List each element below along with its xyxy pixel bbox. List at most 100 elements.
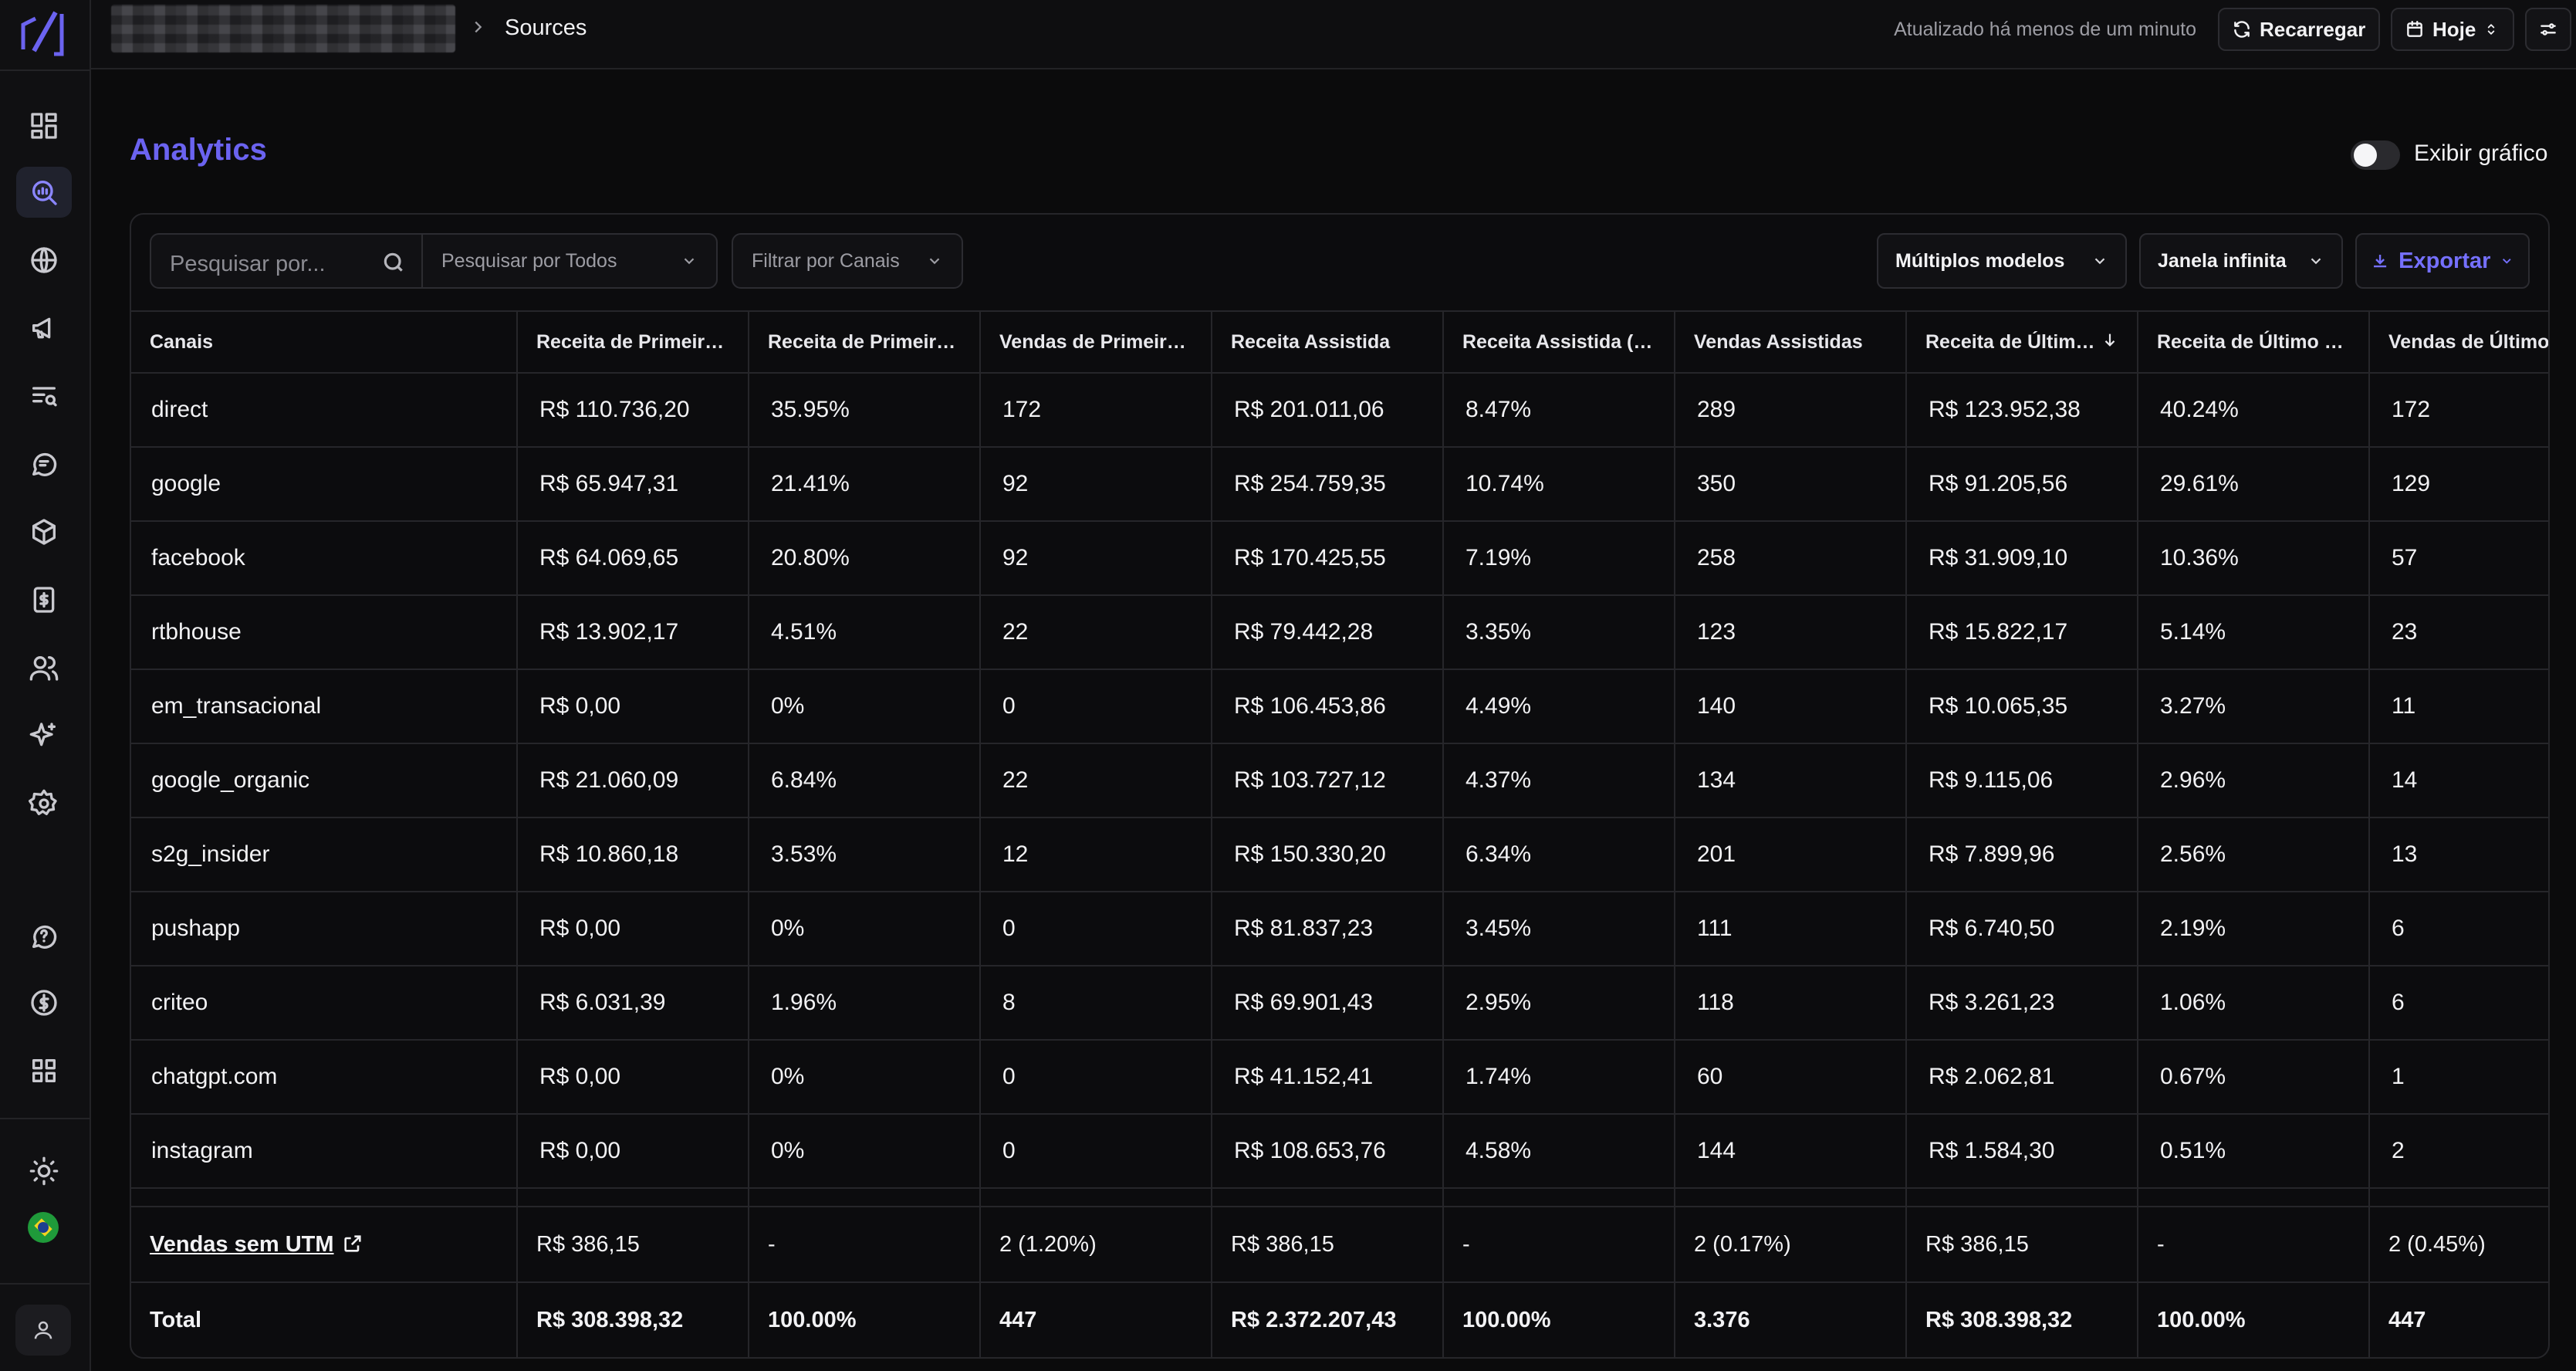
- attribution-window-select[interactable]: Janela infinita: [2139, 233, 2343, 289]
- table-cell: 0: [980, 1040, 1212, 1115]
- search-input[interactable]: Pesquisar por...: [150, 233, 423, 289]
- dollar-icon[interactable]: [16, 977, 72, 1028]
- help-icon[interactable]: [16, 911, 72, 962]
- channel-name-cell: s2g_insider: [131, 818, 518, 892]
- table-row[interactable]: instagram R$ 0,00 0% 0 R$ 108.653,76 4.58% 144…: [131, 1114, 2548, 1189]
- table-row[interactable]: pushapp R$ 0,00 0% 0 R$ 81.837,23 3.45% 111 R$ …: [131, 892, 2548, 966]
- apps-icon[interactable]: [16, 1045, 72, 1096]
- table-cell: 2: [2369, 1114, 2548, 1189]
- table-cell: 1.74%: [1443, 1040, 1675, 1115]
- sort-desc-icon[interactable]: [2101, 331, 2118, 354]
- table-cell: R$ 10.065,35: [1906, 669, 2138, 744]
- table-cell: 22: [980, 743, 1212, 818]
- column-header-channels[interactable]: Canais: [131, 310, 518, 374]
- table-cell: -: [2138, 1207, 2370, 1283]
- column-header-last-click-revenue[interactable]: Receita de Último Clique: [1906, 310, 2138, 374]
- search-scope-value: Pesquisar por Todos: [441, 249, 617, 272]
- column-header-first-click-revenue-pct[interactable]: Receita de Primeiro Clique (%): [749, 310, 981, 374]
- table-cell: R$ 31.909,10: [1906, 521, 2138, 596]
- column-header-last-click-revenue-pct[interactable]: Receita de Último Clique (%): [2138, 310, 2370, 374]
- export-button[interactable]: Exportar: [2355, 233, 2530, 289]
- spacer-cell: [2138, 1188, 2370, 1207]
- box-icon[interactable]: [16, 506, 72, 557]
- redacted-breadcrumb[interactable]: [111, 5, 455, 52]
- column-header-assisted-revenue[interactable]: Receita Assistida: [1212, 310, 1444, 374]
- app-logo[interactable]: [17, 5, 68, 62]
- table-cell: 2.95%: [1443, 966, 1675, 1041]
- table-cell: 123: [1675, 595, 1907, 670]
- sliders-icon: [2541, 23, 2556, 36]
- table-cell: 3.45%: [1443, 892, 1675, 966]
- chevron-down-icon: [2311, 258, 2321, 265]
- external-link-icon[interactable]: [334, 1232, 363, 1257]
- table-cell: 8: [980, 966, 1212, 1041]
- table-cell: 0: [980, 892, 1212, 966]
- table-cell: 144: [1675, 1114, 1907, 1189]
- sun-icon[interactable]: [16, 1146, 72, 1197]
- table-cell: R$ 10.860,18: [517, 818, 749, 892]
- user-icon[interactable]: [15, 1305, 71, 1356]
- chat-icon[interactable]: [16, 438, 72, 489]
- channel-filter-select[interactable]: Filtrar por Canais: [732, 233, 963, 289]
- table-header-row: Canais Receita de Primeiro Clique Receit…: [131, 310, 2548, 374]
- table-cell: R$ 0,00: [517, 669, 749, 744]
- table-cell: R$ 2.062,81: [1906, 1040, 2138, 1115]
- table-cell: 2.56%: [2138, 818, 2370, 892]
- table-cell: 22: [980, 595, 1212, 670]
- show-chart-toggle[interactable]: [2351, 140, 2400, 170]
- table-row[interactable]: facebook R$ 64.069,65 20.80% 92 R$ 170.425,5…: [131, 521, 2548, 596]
- column-header-assisted-revenue-pct[interactable]: Receita Assistida (%): [1443, 310, 1675, 374]
- table-cell: R$ 150.330,20: [1212, 818, 1444, 892]
- no-utm-link[interactable]: Vendas sem UTM: [150, 1231, 334, 1257]
- table-cell: R$ 9.115,06: [1906, 743, 2138, 818]
- column-header-first-click-revenue[interactable]: Receita de Primeiro Clique: [517, 310, 749, 374]
- channel-name-cell: facebook: [131, 521, 518, 596]
- settings-icon[interactable]: [16, 778, 72, 829]
- brazil-flag-icon[interactable]: [28, 1212, 59, 1243]
- column-header-first-click-sales[interactable]: Vendas de Primeiro Clique: [980, 310, 1212, 374]
- total-cell: R$ 2.372.207,43: [1212, 1282, 1444, 1357]
- sparkles-icon[interactable]: [16, 710, 72, 761]
- table-cell: R$ 0,00: [517, 1114, 749, 1189]
- table-cell: 111: [1675, 892, 1907, 966]
- table-cell: R$ 123.952,38: [1906, 373, 2138, 448]
- table-row[interactable]: criteo R$ 6.031,39 1.96% 8 R$ 69.901,43 2.95%…: [131, 966, 2548, 1041]
- column-header-last-click-sales[interactable]: Vendas de Último Clique: [2369, 310, 2548, 374]
- column-header-assisted-sales[interactable]: Vendas Assistidas: [1675, 310, 1907, 374]
- table-cell: R$ 13.902,17: [517, 595, 749, 670]
- date-range-button[interactable]: Hoje: [2391, 8, 2514, 51]
- table-cell: 1.96%: [749, 966, 981, 1041]
- table-cell: R$ 254.759,35: [1212, 447, 1444, 522]
- table-row[interactable]: s2g_insider R$ 10.860,18 3.53% 12 R$ 150.330…: [131, 818, 2548, 892]
- refresh-icon: [2234, 21, 2250, 38]
- reload-button[interactable]: Recarregar: [2218, 8, 2380, 51]
- megaphone-icon[interactable]: [16, 303, 72, 354]
- table-row[interactable]: em_transacional R$ 0,00 0% 0 R$ 106.453,86 4.…: [131, 669, 2548, 744]
- table-cell: 172: [980, 373, 1212, 448]
- table-cell: R$ 79.442,28: [1212, 595, 1444, 670]
- table-row[interactable]: direct R$ 110.736,20 35.95% 172 R$ 201.011,0…: [131, 373, 2548, 448]
- analytics-icon[interactable]: [16, 167, 72, 218]
- settings-toggle-button[interactable]: [2525, 8, 2571, 51]
- search-scope-select[interactable]: Pesquisar por Todos: [421, 233, 718, 289]
- table-cell: 92: [980, 447, 1212, 522]
- table-cell: R$ 65.947,31: [517, 447, 749, 522]
- globe-icon[interactable]: [16, 235, 72, 286]
- table-cell: R$ 1.584,30: [1906, 1114, 2138, 1189]
- table-cell: 3.53%: [749, 818, 981, 892]
- receipt-icon[interactable]: [16, 574, 72, 625]
- table-cell: 12: [980, 818, 1212, 892]
- table-row[interactable]: chatgpt.com R$ 0,00 0% 0 R$ 41.152,41 1.74% 60…: [131, 1040, 2548, 1115]
- channel-name-cell: criteo: [131, 966, 518, 1041]
- updated-status: Atualizado há menos de um minuto: [1894, 19, 2196, 40]
- users-icon[interactable]: [16, 642, 72, 693]
- spacer-cell: [749, 1188, 981, 1207]
- list-search-icon[interactable]: [16, 371, 72, 421]
- dashboard-icon[interactable]: [16, 100, 72, 151]
- table-row[interactable]: google_organic R$ 21.060,09 6.84% 22 R$ 103.…: [131, 743, 2548, 818]
- attribution-model-select[interactable]: Múltiplos modelos: [1877, 233, 2127, 289]
- table-row[interactable]: google R$ 65.947,31 21.41% 92 R$ 254.759,35 1…: [131, 447, 2548, 522]
- table-row[interactable]: rtbhouse R$ 13.902,17 4.51% 22 R$ 79.442,28 3…: [131, 595, 2548, 670]
- table-cell: 201: [1675, 818, 1907, 892]
- channel-name-cell: instagram: [131, 1114, 518, 1189]
